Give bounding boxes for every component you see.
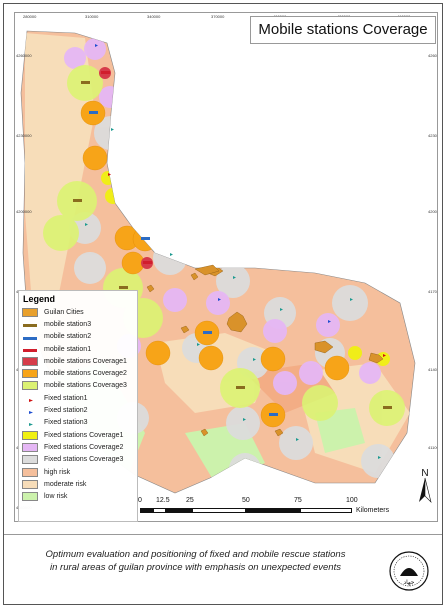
caption-divider: [4, 534, 442, 535]
scale-segment: [192, 508, 246, 513]
city-shapes: [120, 205, 384, 437]
grid-tick-right: 4230000: [428, 133, 437, 138]
logo-text: جهاد: [404, 579, 415, 586]
legend-item: Fixed station3: [22, 417, 134, 431]
legend-title: Legend: [23, 294, 56, 304]
legend-label: high risk: [44, 468, 71, 476]
city-shape: [194, 264, 220, 276]
scale-segment: [166, 508, 192, 513]
grid-tick-right: 4170000: [428, 289, 437, 294]
organization-logo: جهاد: [389, 551, 429, 591]
legend-item: high risk: [22, 466, 134, 478]
legend-label: mobile station3: [44, 320, 92, 328]
north-arrow-icon: N: [419, 468, 432, 503]
legend-swatch: [22, 356, 38, 366]
scale-segment: [140, 508, 153, 513]
scale-label: 25: [186, 497, 194, 504]
legend-swatch: [22, 467, 38, 477]
legend-label: mobile stations Coverage3: [44, 382, 127, 390]
caption-line1: Optimum evaluation and positioning of fi…: [45, 549, 346, 560]
legend-item: mobile station2: [22, 331, 134, 343]
scale-label: 75: [294, 497, 302, 504]
legend-item: low risk: [22, 490, 134, 502]
legend: Legend Guilan Cities mobile station3 mobil…: [18, 290, 138, 522]
scale-segment: [246, 508, 300, 513]
scale-unit: Kilometers: [356, 507, 390, 514]
legend-label: mobile stations Coverage2: [44, 370, 127, 378]
legend-label: Fixed stations Coverage3: [44, 456, 124, 464]
grid-tick-right: 4260000: [428, 53, 437, 58]
legend-label: Fixed station1: [44, 394, 88, 402]
legend-swatch: [22, 381, 38, 391]
ambulance-icon: [22, 344, 38, 354]
mobile-station-markers: [73, 71, 392, 416]
legend-swatch: [22, 455, 38, 465]
legend-item: Fixed station1: [22, 392, 134, 406]
legend-swatch: [22, 430, 38, 440]
legend-item: Fixed stations Coverage1: [22, 429, 134, 441]
flag-icon: [22, 418, 38, 431]
legend-item: mobile stations Coverage2: [22, 367, 134, 379]
legend-item: Fixed stations Coverage2: [22, 441, 134, 453]
legend-item: mobile stations Coverage3: [22, 380, 134, 392]
legend-label: mobile station1: [44, 345, 92, 353]
map-frame: [3, 3, 443, 605]
legend-label: mobile station2: [44, 333, 92, 341]
moderate-risk-zone: [25, 33, 95, 343]
legend-item: moderate risk: [22, 478, 134, 490]
flag-icon: [22, 394, 38, 406]
grid-tick-right: 4140000: [428, 367, 437, 372]
legend-item: Fixed station2: [22, 404, 134, 419]
legend-swatch: [22, 307, 38, 317]
fixed-coverage2-circles: [64, 38, 381, 395]
grid-tick-left: 4230000: [16, 133, 32, 138]
legend-swatch: [22, 492, 38, 502]
scale-label: 100: [346, 497, 358, 504]
legend-label: Fixed station3: [44, 419, 88, 427]
legend-item: Fixed stations Coverage3: [22, 454, 134, 466]
caption: Optimum evaluation and positioning of fi…: [18, 548, 373, 592]
grid-tick-top: 280000: [23, 14, 37, 19]
legend-swatch: [22, 369, 38, 379]
grid-tick-top: 310000: [85, 14, 99, 19]
grid-tick-left: 4200000: [16, 209, 32, 214]
legend-label: low risk: [44, 493, 68, 501]
caption-line2: in rural areas of guilan province with e…: [50, 562, 341, 573]
legend-item: mobile station1: [22, 343, 134, 355]
legend-label: Fixed stations Coverage2: [44, 443, 124, 451]
scale-label: 50: [242, 497, 250, 504]
legend-item: mobile stations Coverage1: [22, 355, 134, 367]
legend-label: Guilan Cities: [44, 308, 84, 316]
legend-label: mobile stations Coverage1: [44, 357, 127, 365]
map-title: Mobile stations Coverage: [250, 16, 436, 44]
flag-icon: [22, 406, 38, 419]
legend-item: Guilan Cities: [22, 306, 134, 318]
legend-swatch: [22, 479, 38, 489]
grid-tick-right: 4200000: [428, 209, 437, 214]
fixed-station-markers: [85, 44, 386, 461]
grid-tick-top: 340000: [147, 14, 161, 19]
grid-tick-top: 370000: [211, 14, 225, 19]
legend-items: Guilan Cities mobile station3 mobile stati…: [22, 306, 134, 503]
legend-item: mobile station3: [22, 318, 134, 330]
legend-swatch: [22, 442, 38, 452]
scale-label: 12.5: [156, 497, 170, 504]
legend-label: moderate risk: [44, 480, 87, 488]
scale-segment: [153, 508, 166, 513]
ambulance-icon: [22, 332, 38, 342]
grid-tick-left: 4260000: [16, 53, 32, 58]
legend-label: Fixed stations Coverage1: [44, 431, 124, 439]
scale-bar: 0 12.5 25 50 75 100 Kilometers: [138, 497, 438, 527]
ambulance-icon: [22, 319, 38, 329]
grid-tick-right: 4110000: [428, 445, 437, 450]
scale-segment: [300, 508, 352, 513]
scale-label: 0: [138, 497, 142, 504]
north-label: N: [421, 468, 428, 479]
legend-label: Fixed station2: [44, 407, 88, 415]
